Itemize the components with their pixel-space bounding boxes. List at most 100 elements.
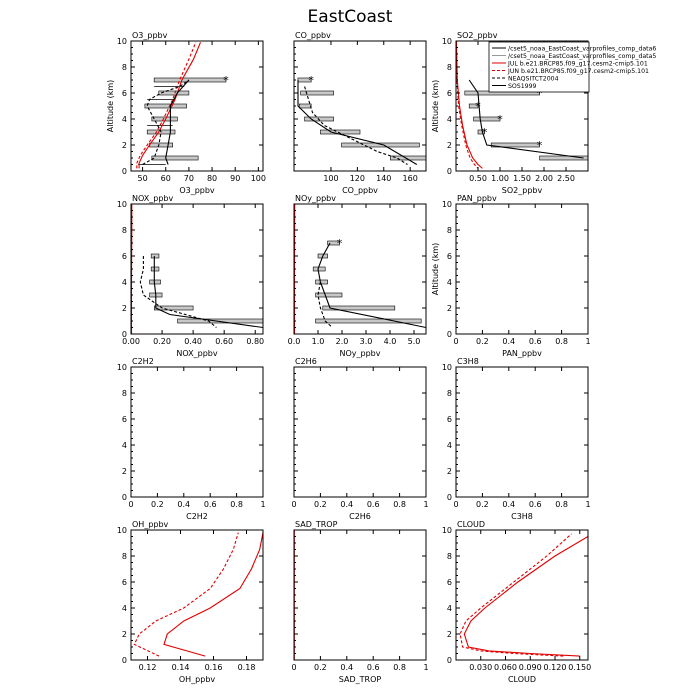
panel-4: * 0.0 1.0 2.0 3.0 4.0 5.0 NOy_ppbv NOy_ppbv bbox=[288, 194, 427, 358]
panel-0: * 0 2 4 6 8 10 50 60 70 80 90 100 O3_ppbv O3_ppbv Altit… bbox=[106, 31, 266, 195]
legend-label-5: SOS1999 bbox=[508, 83, 537, 90]
star-marker: * bbox=[497, 113, 503, 126]
y-tick-label: 8 bbox=[447, 226, 452, 235]
error-bar bbox=[150, 253, 160, 259]
x-tick-label: 0.50 bbox=[469, 174, 487, 183]
x-tick-label: 0.0 bbox=[288, 337, 301, 346]
x-tick-label: 2.50 bbox=[557, 174, 575, 183]
series-line-0 bbox=[163, 532, 263, 657]
y-tick-label: 4 bbox=[122, 604, 127, 613]
x-tick-label: 5.0 bbox=[408, 337, 421, 346]
y-tick-label: 10 bbox=[442, 526, 452, 535]
error-bar bbox=[341, 142, 420, 148]
x-tick-label: 160 bbox=[403, 174, 418, 183]
x-tick-label: 1 bbox=[585, 337, 590, 346]
x-axis-label: SO2_ppbv bbox=[502, 186, 543, 195]
plot-frame bbox=[293, 366, 427, 498]
x-tick-label: 2.00 bbox=[535, 174, 553, 183]
error-bar bbox=[300, 90, 334, 96]
x-tick-label: 0.2 bbox=[151, 500, 164, 509]
x-axis-label: OH_ppbv bbox=[179, 675, 216, 684]
legend-box bbox=[488, 41, 590, 93]
y-tick-label: 6 bbox=[447, 252, 452, 261]
panel-11: 0 2 4 6 8 10 0.030 0.060 0.090 0.120 0.150 CLOUD CLO… bbox=[442, 520, 591, 684]
legend-label-4: NEAQSITCT2004 bbox=[508, 76, 559, 83]
x-tick-label: 0.120 bbox=[544, 663, 567, 672]
x-tick-label: 100 bbox=[251, 174, 266, 183]
error-bar bbox=[151, 155, 199, 161]
error-bar bbox=[473, 116, 501, 122]
x-tick-label: 80 bbox=[207, 174, 217, 183]
y-tick-label: 10 bbox=[442, 37, 452, 46]
x-axis-label: NOX_ppbv bbox=[176, 349, 217, 358]
plot-area: * bbox=[297, 74, 426, 165]
x-tick-label: 0 bbox=[453, 500, 458, 509]
y-tick-label: 2 bbox=[122, 467, 127, 476]
y-tick-label: 8 bbox=[447, 389, 452, 398]
x-tick-label: 2.0 bbox=[336, 337, 349, 346]
panel-title: CO_ppbv bbox=[295, 31, 331, 40]
x-tick-label: 0.4 bbox=[340, 663, 353, 672]
x-axis-label: PAN_ppbv bbox=[502, 349, 542, 358]
x-tick-label: 0.8 bbox=[555, 500, 568, 509]
y-tick-label: 0 bbox=[122, 167, 127, 176]
panel-7: 0 0.2 0.4 0.6 0.8 1 C2H6 C2H6 bbox=[291, 357, 428, 521]
x-tick-label: 0.18 bbox=[238, 663, 256, 672]
y-tick-label: 6 bbox=[447, 89, 452, 98]
x-tick-label: 0.090 bbox=[519, 663, 542, 672]
panel-title: PAN_ppbv bbox=[457, 194, 497, 203]
y-tick-label: 2 bbox=[122, 304, 127, 313]
x-tick-label: 0.2 bbox=[476, 500, 489, 509]
x-tick-label: 1 bbox=[585, 500, 590, 509]
y-tick-label: 10 bbox=[117, 37, 127, 46]
x-tick-label: 0.4 bbox=[502, 500, 515, 509]
star-marker: * bbox=[337, 237, 343, 250]
legend-label-2: JUL b.e21.BRCP85.f09_g17.cesm2-cmip5.101 bbox=[507, 61, 648, 68]
series-line-3 bbox=[165, 79, 190, 165]
x-axis-label: C3H8 bbox=[511, 512, 533, 521]
star-marker: * bbox=[482, 126, 488, 139]
plot-area: * bbox=[294, 204, 426, 334]
x-tick-label: 0.8 bbox=[393, 500, 406, 509]
star-marker: * bbox=[308, 74, 314, 87]
panel-1: * 100 120 140 160 CO_ppbv CO_ppbv bbox=[293, 31, 427, 195]
panel-6: 0 2 4 6 8 10 0 0.2 0.4 0.6 0.8 1 C2H2 C2H2 bbox=[117, 357, 266, 521]
x-tick-label: 0.8 bbox=[555, 337, 568, 346]
x-tick-label: 0.6 bbox=[529, 500, 542, 509]
x-tick-label: 1.00 bbox=[491, 174, 509, 183]
x-tick-label: 0.40 bbox=[184, 337, 202, 346]
x-tick-label: 60 bbox=[161, 174, 171, 183]
panel-title: OH_ppbv bbox=[132, 520, 169, 529]
y-tick-label: 2 bbox=[447, 304, 452, 313]
series-line-2 bbox=[139, 256, 217, 328]
y-tick-label: 10 bbox=[117, 526, 127, 535]
x-tick-label: 1 bbox=[260, 500, 265, 509]
legend: /cset5_noaa_EastCoast_varprofiles_comp_d… bbox=[488, 41, 656, 93]
error-bar bbox=[150, 266, 160, 272]
y-axis-label: Altitude (km) bbox=[431, 80, 440, 132]
x-tick-label: 1.50 bbox=[513, 174, 531, 183]
x-tick-label: 0.16 bbox=[205, 663, 223, 672]
plot-area bbox=[459, 533, 588, 657]
x-tick-label: 0.4 bbox=[340, 500, 353, 509]
plot-frame bbox=[130, 203, 264, 335]
star-marker: * bbox=[537, 139, 543, 152]
x-tick-label: 0.00 bbox=[122, 337, 140, 346]
figure-title: EastCoast bbox=[308, 7, 393, 27]
x-tick-label: 0.2 bbox=[314, 663, 327, 672]
x-tick-label: 0.12 bbox=[139, 663, 157, 672]
x-tick-label: 0.14 bbox=[172, 663, 190, 672]
x-tick-label: 50 bbox=[137, 174, 147, 183]
x-tick-label: 0.6 bbox=[204, 500, 217, 509]
y-tick-label: 4 bbox=[122, 115, 127, 124]
y-tick-label: 4 bbox=[122, 278, 127, 287]
legend-label-3: JUN b.e21.BRCP85.f09_g17.cesm2-cmip5.101 bbox=[507, 68, 649, 75]
error-bar bbox=[490, 142, 540, 148]
error-bar bbox=[327, 240, 340, 246]
x-tick-label: 0.2 bbox=[476, 337, 489, 346]
series-line-2 bbox=[142, 79, 190, 165]
plot-frame bbox=[455, 203, 589, 335]
series-line-1 bbox=[317, 242, 426, 329]
x-tick-label: 0 bbox=[453, 337, 458, 346]
plot-frame bbox=[455, 366, 589, 498]
